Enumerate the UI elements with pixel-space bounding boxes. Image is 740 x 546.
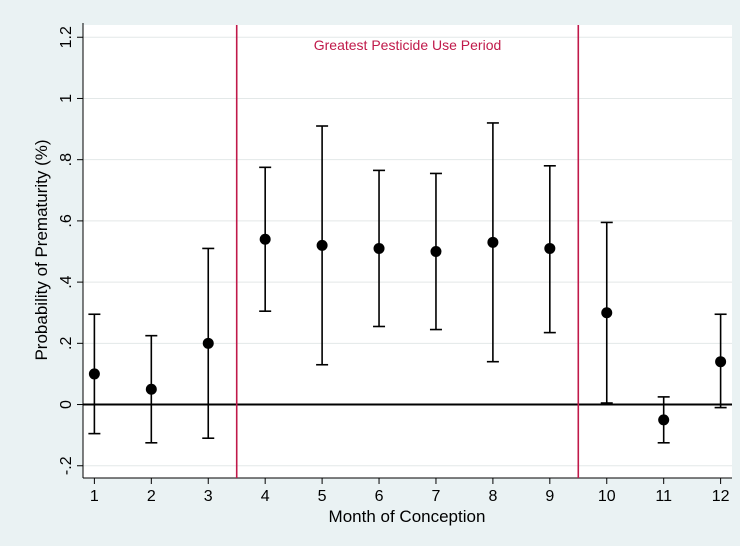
data-marks: [88, 122, 727, 444]
y-tick-label: 1: [58, 94, 75, 103]
y-tick-label: 1.2: [58, 26, 75, 48]
data-point: [544, 242, 556, 254]
data-point: [430, 246, 442, 257]
x-tick-label: 6: [375, 488, 384, 505]
y-tick-label: .4: [58, 275, 75, 288]
data-point: [316, 239, 328, 251]
x-tick-label: 8: [488, 488, 497, 505]
y-axis-label: Probability of Prematurity (%): [32, 139, 51, 360]
data-point: [373, 242, 385, 254]
y-tick-label: -.2: [58, 456, 75, 475]
grid: [83, 36, 732, 467]
data-point: [88, 368, 100, 380]
x-tick-label: 12: [712, 488, 730, 505]
axes: -.20.2.4.6.811.21 2 3 4 5 6 7 8 9 10 11 12: [58, 23, 732, 505]
x-tick-label: 10: [598, 488, 616, 505]
highlight-period: Greatest Pesticide Use Period: [235, 25, 580, 478]
data-point: [202, 337, 214, 349]
x-tick-label: 1: [90, 488, 99, 505]
data-point: [715, 356, 727, 368]
x-tick-label: 5: [318, 488, 327, 505]
y-tick-label: .8: [58, 153, 75, 166]
data-point: [259, 233, 271, 245]
data-point: [658, 414, 670, 426]
x-tick-label: 2: [147, 488, 156, 505]
x-tick-label: 9: [545, 488, 554, 505]
data-point: [487, 236, 499, 248]
x-tick-label: 3: [204, 488, 213, 505]
y-tick-label: 0: [58, 400, 75, 409]
y-tick-label: .6: [58, 214, 75, 227]
data-point: [145, 383, 157, 395]
x-tick-label: 7: [432, 488, 441, 505]
x-tick-label: 4: [261, 488, 270, 505]
x-axis-label: Month of Conception: [329, 507, 486, 526]
data-point: [601, 307, 613, 319]
plot-area: [83, 25, 732, 478]
x-tick-label: 11: [655, 488, 672, 505]
y-tick-label: .2: [58, 337, 75, 350]
period-label: Greatest Pesticide Use Period: [314, 37, 502, 53]
